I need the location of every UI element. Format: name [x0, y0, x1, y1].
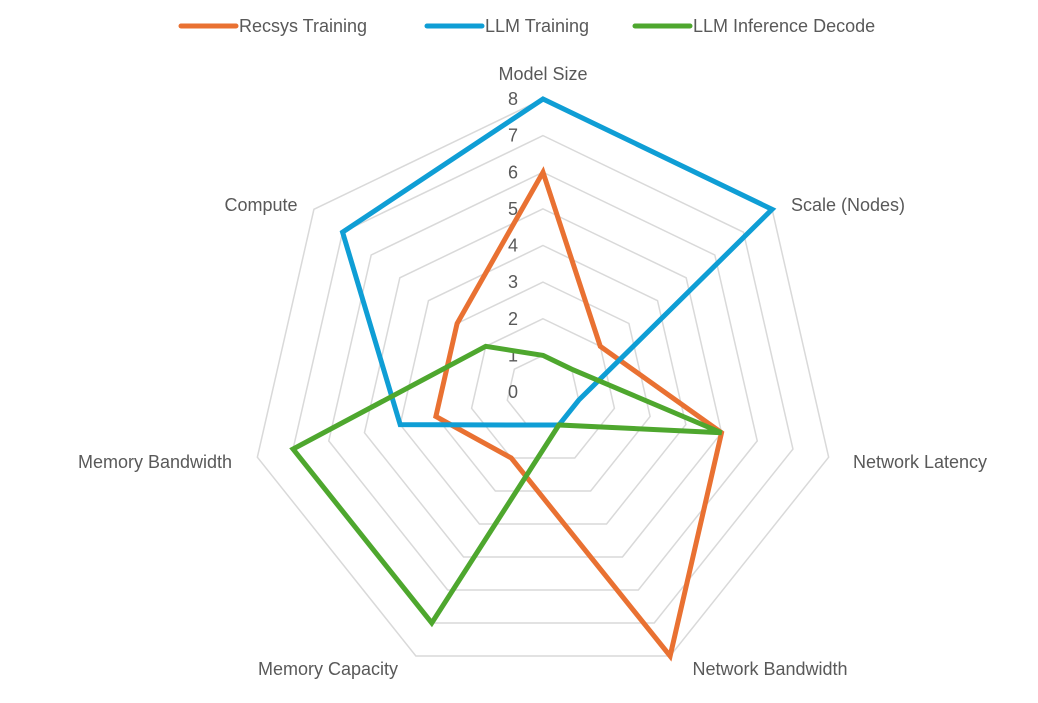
- category-labels: Model Size Scale (Nodes) Network Latency Ne…: [78, 64, 987, 679]
- grid-ring-6: [327, 171, 759, 591]
- category-label: Network Bandwidth: [692, 659, 847, 679]
- category-label: Memory Capacity: [258, 659, 398, 679]
- tick-label: 5: [508, 199, 518, 219]
- radial-tick-labels: 0 1 2 3 4 5 6 7 8: [508, 89, 518, 402]
- legend-label: LLM Training: [485, 16, 589, 36]
- tick-label: 3: [508, 272, 518, 292]
- category-label: Compute: [224, 195, 297, 215]
- grid-ring-2: [470, 317, 616, 459]
- tick-label: 1: [508, 345, 518, 365]
- category-label: Scale (Nodes): [791, 195, 905, 215]
- category-label: Network Latency: [853, 452, 987, 472]
- category-label: Memory Bandwidth: [78, 452, 232, 472]
- grid-ring-4: [399, 244, 687, 525]
- tick-label: 6: [508, 162, 518, 182]
- legend-label: Recsys Training: [239, 16, 367, 36]
- legend: Recsys Training LLM Training LLM Inference…: [178, 16, 875, 36]
- grid-ring-5: [363, 208, 723, 558]
- series-line-llm-inference-decode: [289, 343, 723, 628]
- grid-ring-8: [256, 98, 830, 657]
- tick-label: 2: [508, 309, 518, 329]
- grid: [256, 98, 830, 657]
- grid-ring-7: [292, 134, 794, 624]
- tick-label: 8: [508, 89, 518, 109]
- tick-label: 7: [508, 126, 518, 146]
- category-label: Model Size: [498, 64, 587, 84]
- tick-label: 4: [508, 236, 518, 256]
- series-line-llm-training: [339, 96, 777, 428]
- series-lines: [289, 96, 777, 662]
- tick-label: 0: [508, 382, 518, 402]
- legend-label: LLM Inference Decode: [693, 16, 875, 36]
